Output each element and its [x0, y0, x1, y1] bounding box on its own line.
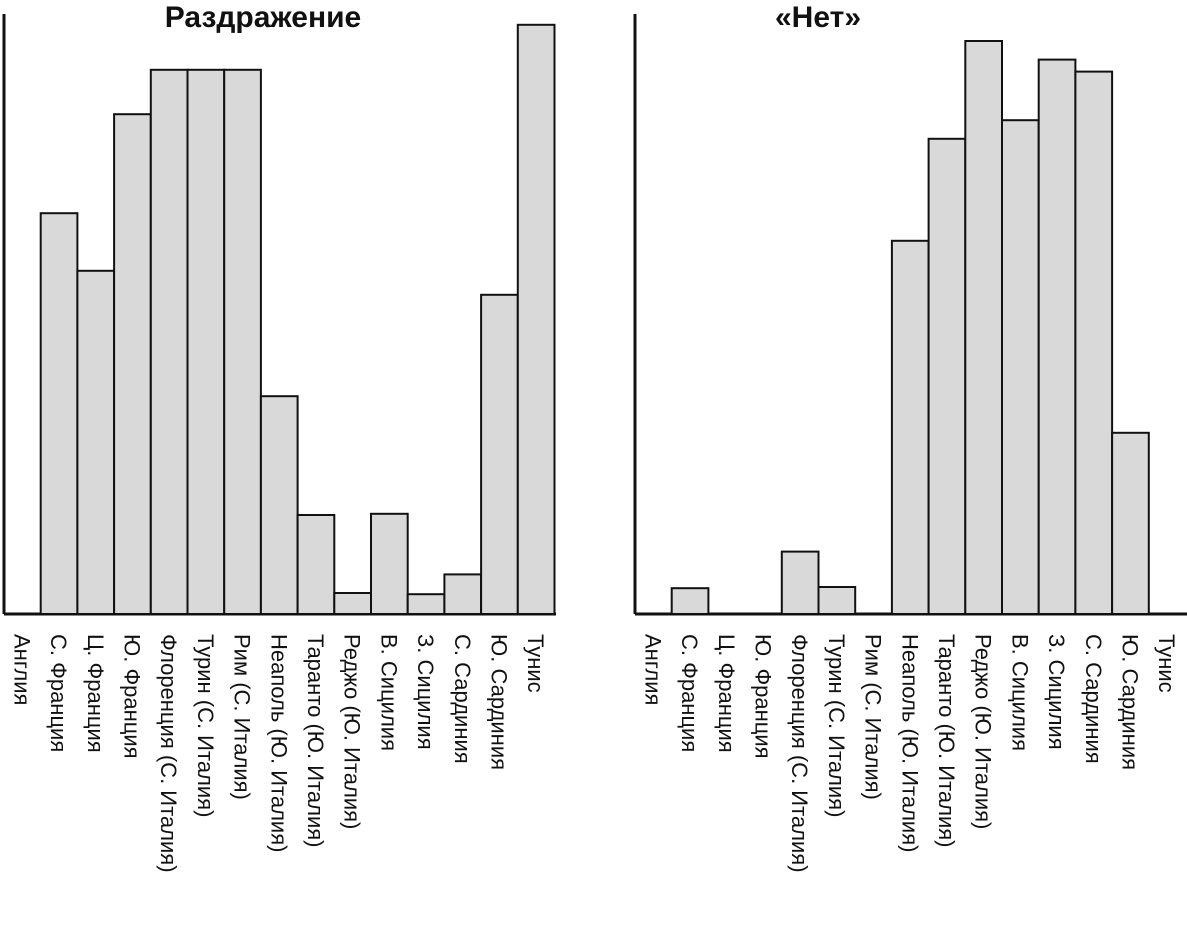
- bar: [670, 587, 710, 616]
- x-tick-label: Англия: [9, 634, 34, 705]
- chart-panel-irritation: Раздражение Англия С. Франция Ц. Франция Ю.…: [2, 1, 556, 873]
- x-tick-label: Реджо (Ю. Италия): [340, 634, 365, 829]
- bar: [370, 512, 409, 615]
- chart-title: «Нет»: [775, 1, 861, 34]
- x-tick-label: Ю. Франция: [120, 634, 145, 759]
- bar: [964, 40, 1003, 615]
- x-tick-label: Турин (С. Италия): [824, 634, 849, 817]
- x-tick-label: Неаполь (Ю. Италия): [897, 634, 922, 852]
- bar: [296, 514, 336, 615]
- x-tick-label: С. Франция: [46, 634, 71, 752]
- bar: [1001, 119, 1040, 615]
- bar: [149, 68, 189, 616]
- bar: [76, 269, 116, 615]
- x-tick-label: Реджо (Ю. Италия): [971, 634, 996, 829]
- x-tick-label: З. Сицилия: [413, 634, 438, 750]
- chart-title: Раздражение: [165, 1, 361, 34]
- bar: [186, 68, 226, 616]
- bar: [480, 293, 519, 615]
- tick-label-group: Англия С. Франция Ц. Франция Ю. Франция Флор…: [9, 634, 548, 873]
- x-tick-label: Флоренция (С. Италия): [787, 634, 812, 873]
- bar: [406, 593, 446, 616]
- x-tick-label: Таранто (Ю. Италия): [934, 634, 959, 848]
- x-tick-label: Тунис: [1154, 634, 1179, 693]
- x-tick-label: Рим (С. Италия): [230, 634, 255, 800]
- bar: [333, 592, 372, 615]
- x-tick-label: Рим (С. Италия): [861, 634, 886, 800]
- x-tick-label: В. Сицилия: [376, 634, 401, 751]
- x-tick-label: Таранто (Ю. Италия): [303, 634, 328, 848]
- x-tick-label: С. Сардиния: [1081, 634, 1106, 764]
- x-tick-label: С. Сардиния: [450, 634, 475, 764]
- x-tick-label: Ю. Франция: [751, 634, 776, 759]
- bar: [780, 550, 820, 615]
- bar-group: [39, 23, 556, 616]
- bar: [890, 239, 930, 616]
- bar: [817, 586, 857, 615]
- x-tick-label: Тунис: [523, 634, 548, 693]
- tick-label-group: Англия С. Франция Ц. Франция Ю. Франция Флор…: [640, 634, 1179, 873]
- chart-panel-no: «Нет» Англия С. Франция Ц. Франция Ю. Франц…: [633, 1, 1187, 873]
- x-tick-label: Ю. Сардиния: [1117, 634, 1142, 770]
- x-tick-label: В. Сицилия: [1007, 634, 1032, 751]
- x-tick-label: Ц. Франция: [83, 634, 108, 753]
- bar: [113, 113, 152, 615]
- bar: [1111, 431, 1150, 615]
- bar: [39, 212, 79, 615]
- bar: [516, 23, 556, 616]
- bar: [443, 573, 483, 616]
- x-tick-label: Турин (С. Италия): [193, 634, 218, 817]
- x-tick-label: Англия: [640, 634, 665, 705]
- x-tick-label: Ц. Франция: [714, 634, 739, 753]
- bar: [259, 395, 299, 616]
- x-tick-label: Флоренция (С. Италия): [156, 634, 181, 873]
- x-tick-label: С. Франция: [677, 634, 702, 752]
- bar: [223, 68, 262, 616]
- bar: [927, 137, 967, 616]
- x-tick-label: Неаполь (Ю. Италия): [266, 634, 291, 852]
- bar: [1037, 58, 1077, 616]
- bar-group: [670, 40, 1150, 616]
- x-tick-label: Ю. Сардиния: [487, 634, 512, 770]
- bar: [1074, 70, 1114, 616]
- x-tick-label: З. Сицилия: [1044, 634, 1069, 750]
